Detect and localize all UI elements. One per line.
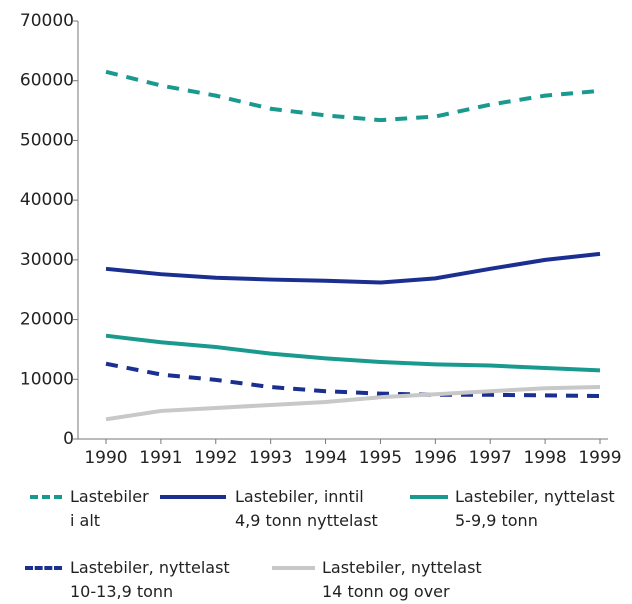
x-tick-label: 1991 xyxy=(139,448,182,468)
x-tick-label: 1990 xyxy=(84,448,127,468)
x-tick-label: 1999 xyxy=(578,448,621,468)
legend-label: Lastebiler, nyttelast 5-9,9 tonn xyxy=(455,487,615,530)
x-tick-label: 1996 xyxy=(414,448,457,468)
x-tick-label: 1997 xyxy=(469,448,512,468)
line xyxy=(105,385,601,422)
y-tick-label: 50000 xyxy=(20,130,74,150)
legend-icon xyxy=(25,566,62,570)
x-tick-label: 1998 xyxy=(523,448,566,468)
x-tick-label: 1994 xyxy=(304,448,347,468)
x-tick-label: 1995 xyxy=(359,448,402,468)
y-tick-label: 20000 xyxy=(20,310,74,330)
legend-icon xyxy=(272,566,315,570)
y-tick-label: 0 xyxy=(63,429,74,449)
x-tick-label: 1992 xyxy=(194,448,237,468)
legend-label: Lastebiler, nyttelast 10-13,9 tonn xyxy=(70,558,230,601)
y-tick-label: 10000 xyxy=(20,369,74,389)
legend-label: Lastebiler, inntil 4,9 tonn nyttelast xyxy=(235,487,378,530)
legend-icon xyxy=(160,495,226,499)
y-tick-label: 40000 xyxy=(20,190,74,210)
legend-label: Lastebiler, nyttelast 14 tonn og over xyxy=(322,558,482,601)
line xyxy=(105,251,601,285)
chart: 0 10000 20000 30000 40000 50000 60000 70000 1990… xyxy=(20,11,622,468)
legend-label: Lastebiler i alt xyxy=(70,487,149,530)
legend-icon xyxy=(410,495,448,499)
legend-icon xyxy=(30,495,62,499)
line xyxy=(105,333,601,373)
x-tick-label: 1993 xyxy=(249,448,292,468)
y-tick-label: 60000 xyxy=(20,71,74,91)
line xyxy=(105,69,601,123)
y-tick-label: 70000 xyxy=(20,11,74,31)
y-tick-label: 30000 xyxy=(20,250,74,270)
